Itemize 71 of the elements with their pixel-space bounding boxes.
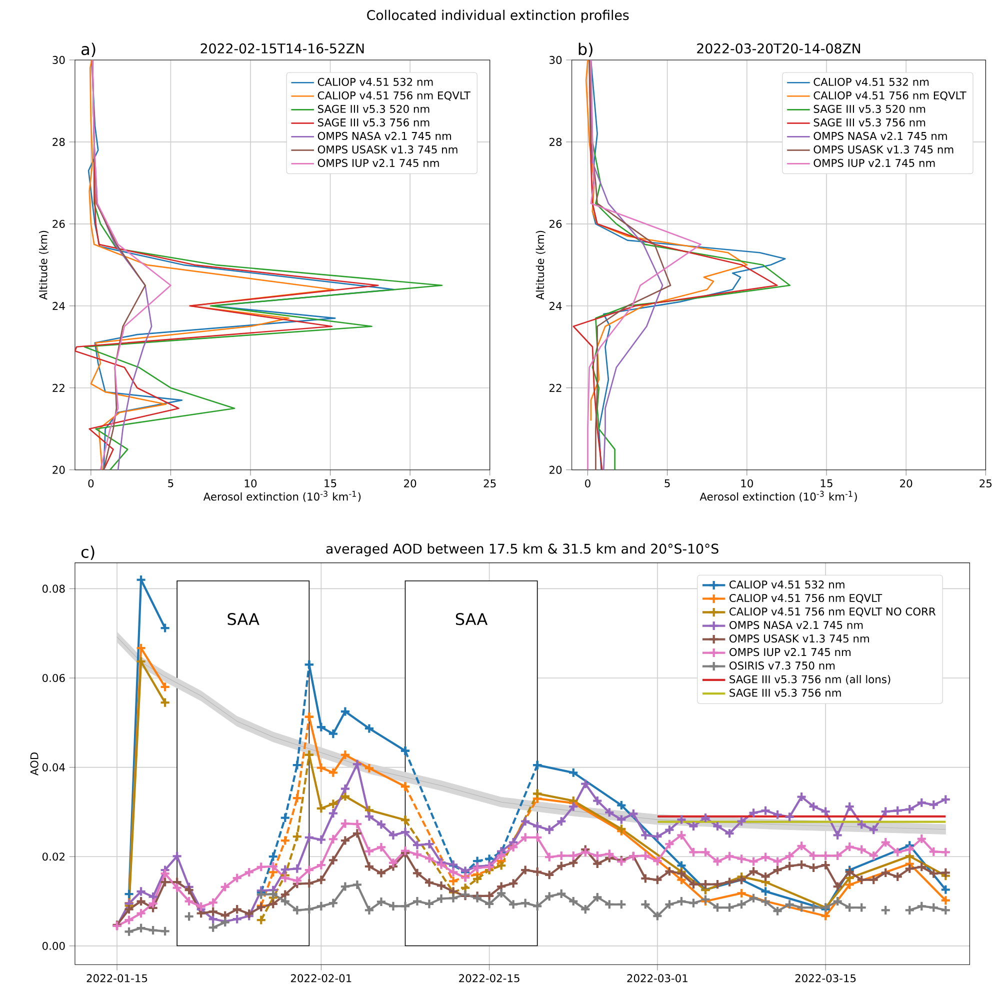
legend-label: CALIOP v4.51 532 nm (814, 78, 929, 86)
y-tick-label: 24 (52, 302, 65, 310)
y-tick-label: 22 (550, 384, 562, 392)
y-tick-label: 24 (550, 302, 562, 310)
y-axis-title: AOD (30, 752, 38, 776)
y-tick-label: 20 (52, 466, 65, 474)
x-tick-label: 0 (88, 479, 94, 488)
legend-label: CALIOP v4.51 756 nm EQVLT (318, 91, 470, 101)
legend-label: CALIOP v4.51 532 nm (730, 580, 844, 589)
legend-label: CALIOP v4.51 756 nm EQVLT (814, 91, 966, 101)
legend-label: SAGE III v5.3 756 nm (318, 118, 430, 127)
y-tick-label: 26 (550, 220, 562, 228)
x-tick-label: 10 (741, 479, 753, 488)
chart-subtitle: 2022-02-15T14-16-52ZN (200, 43, 364, 54)
legend-label: CALIOP v4.51 756 nm EQVLT NO CORR (730, 608, 936, 617)
y-tick-label: 0.08 (42, 584, 65, 593)
y-axis-title: Altitude (km) (536, 230, 546, 300)
legend-label: OMPS IUP v2.1 745 nm (318, 159, 439, 168)
y-tick-label: 0.06 (42, 674, 65, 682)
y-tick-label: 30 (52, 56, 65, 64)
legend-label: OMPS USASK v1.3 745 nm (730, 634, 869, 643)
legend-label: OMPS NASA v2.1 745 nm (318, 132, 452, 140)
y-tick-label: 0.00 (42, 942, 65, 950)
legend-label: SAGE III v5.3 520 nm (318, 104, 430, 114)
text: a) (82, 42, 96, 58)
x-tick-label: 25 (980, 479, 992, 488)
x-tick-label: 2022-02-15 (459, 974, 520, 982)
legend-label: SAGE III v5.3 756 nm (814, 118, 926, 127)
x-axis-title: Aerosol extinction (10$^{-3}$ km$^{-1}$) (700, 490, 857, 502)
y-tick-label: 26 (52, 220, 65, 228)
y-tick-label: 30 (550, 56, 562, 64)
legend-label: OMPS IUP v2.1 745 nm (730, 648, 850, 656)
x-tick-label: 15 (324, 479, 336, 488)
y-tick-label: 20 (550, 466, 562, 474)
text: b) (578, 42, 592, 58)
chart-title: 2022-03-20T20-14-08ZN (697, 43, 860, 54)
legend-label: OMPS USASK v1.3 745 nm (318, 146, 458, 154)
legend-label: CALIOP v4.51 756 nm EQVLT (730, 594, 882, 604)
y-tick-label: 22 (52, 384, 64, 392)
legend-label: SAGE III v5.3 756 nm (all lons) (730, 675, 890, 685)
x-tick-label: 2022-01-15 (86, 974, 148, 982)
legend-label: OMPS IUP v2.1 745 nm (814, 159, 935, 168)
chart-title: averaged AOD between 17.5 km & 31.5 km and 20°S-10°S (326, 544, 718, 556)
x-tick-label: 25 (484, 479, 496, 488)
x-tick-label: 2022-03-15 (795, 974, 856, 982)
y-tick-label: 0.04 (42, 763, 65, 772)
chart-title: Collocated individual extinction profiles (367, 10, 629, 23)
legend-label: OMPS USASK v1.3 745 nm (814, 146, 954, 154)
y-tick-label: 0.02 (42, 852, 64, 861)
legend-label: SAGE III v5.3 520 nm (814, 104, 926, 114)
x-tick-label: 2022-02-01 (290, 974, 352, 982)
x-tick-label: 20 (900, 479, 912, 488)
x-tick-label: 5 (664, 479, 670, 488)
x-tick-label: 5 (168, 479, 174, 488)
legend-label: OMPS NASA v2.1 745 nm (814, 132, 947, 140)
legend-label: OMPS NASA v2.1 745 nm (730, 621, 863, 630)
text: c) (81, 546, 94, 560)
legend-label: OSIRIS v7.3 750 nm (730, 662, 835, 670)
x-tick-label: 2022-03-01 (627, 974, 688, 982)
band-label: SAA (228, 613, 260, 626)
x-tick-label: 20 (404, 479, 416, 488)
band-label: SAA (456, 613, 488, 626)
x-tick-label: 0 (585, 479, 590, 488)
y-axis-title: Altitude (km) (39, 230, 49, 300)
x-tick-label: 15 (820, 479, 832, 488)
x-tick-label: 10 (244, 479, 257, 488)
legend-label: SAGE III v5.3 756 nm (730, 688, 841, 697)
y-tick-label: 28 (550, 138, 562, 146)
legend-label: CALIOP v4.51 532 nm (318, 78, 433, 86)
x-axis-title: Aerosol extinction (10$^{-3}$ km$^{-1}$) (203, 490, 361, 502)
y-tick-label: 28 (52, 138, 65, 146)
